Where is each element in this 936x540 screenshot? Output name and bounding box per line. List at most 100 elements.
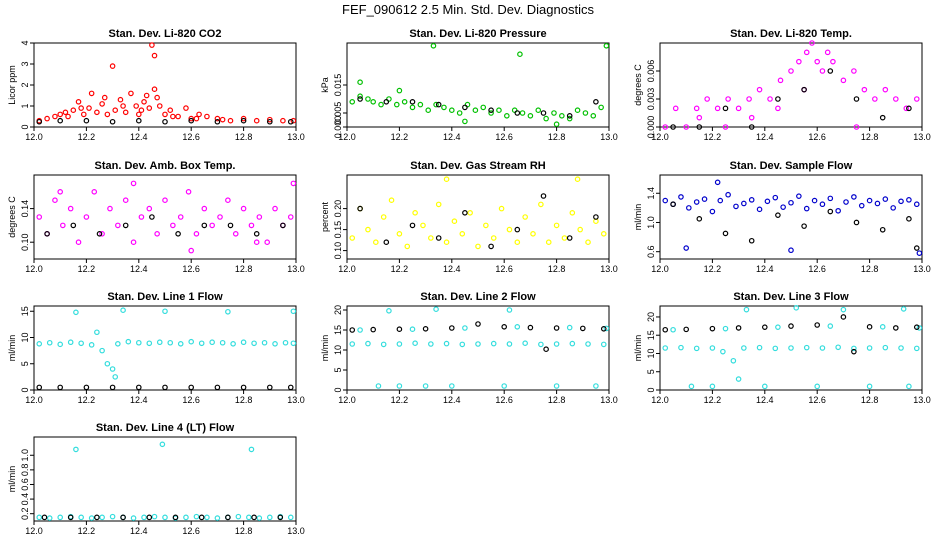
data-point-all bbox=[73, 309, 79, 316]
data-point-all bbox=[840, 306, 847, 313]
data-point-all bbox=[756, 206, 763, 213]
data-point-all bbox=[62, 109, 69, 116]
data-point-subset bbox=[514, 110, 521, 116]
data-point-all bbox=[122, 109, 129, 116]
data-point-all bbox=[94, 329, 100, 336]
data-point-all bbox=[827, 195, 834, 202]
data-point-subset bbox=[44, 231, 50, 237]
x-tick-label: 12.0 bbox=[25, 395, 43, 405]
data-point-subset bbox=[214, 118, 221, 125]
data-point-all bbox=[373, 239, 379, 246]
x-tick-label: 12.4 bbox=[130, 264, 148, 274]
y-axis-label: ml/min bbox=[7, 466, 17, 493]
data-point-all bbox=[357, 327, 363, 333]
data-point-subset bbox=[36, 384, 43, 391]
data-point-subset bbox=[827, 68, 834, 74]
data-point-all bbox=[824, 49, 831, 56]
x-tick-label: 12.2 bbox=[78, 264, 96, 274]
data-point-all bbox=[188, 338, 195, 345]
plot-frame bbox=[33, 305, 297, 391]
data-point-all bbox=[417, 101, 424, 108]
data-point-subset bbox=[370, 326, 377, 333]
data-point-all bbox=[761, 383, 768, 390]
data-point-all bbox=[913, 345, 920, 352]
data-point-all bbox=[561, 235, 568, 241]
data-point-all bbox=[814, 58, 821, 65]
panel-title: Stan. Dev. Line 2 Flow bbox=[420, 291, 536, 303]
data-point-all bbox=[809, 40, 815, 46]
data-point-all bbox=[287, 214, 294, 220]
data-point-subset bbox=[94, 514, 100, 521]
data-point-all bbox=[57, 341, 64, 348]
data-point-all bbox=[99, 514, 105, 521]
data-point-all bbox=[686, 205, 692, 211]
data-point-subset bbox=[670, 124, 676, 130]
data-point-subset bbox=[357, 205, 363, 212]
data-point-all bbox=[65, 113, 71, 120]
x-tick-label: 13.0 bbox=[913, 395, 931, 405]
data-point-all bbox=[240, 205, 247, 212]
data-point-all bbox=[396, 87, 403, 94]
plot-frame bbox=[33, 42, 297, 128]
data-point-subset bbox=[866, 324, 873, 330]
data-point-subset bbox=[579, 325, 586, 332]
panel-title: Stan. Dev. Li-820 Temp. bbox=[730, 28, 852, 40]
data-point-all bbox=[365, 226, 371, 233]
data-point-all bbox=[75, 239, 82, 246]
data-point-subset bbox=[57, 384, 64, 391]
data-point-subset bbox=[709, 325, 716, 332]
data-point-subset bbox=[201, 222, 208, 229]
data-point-all bbox=[99, 101, 105, 107]
data-point-all bbox=[722, 325, 729, 332]
data-point-subset bbox=[435, 101, 442, 108]
data-point-all bbox=[420, 222, 426, 229]
data-point-all bbox=[506, 341, 513, 347]
data-point-subset bbox=[120, 514, 126, 521]
data-point-all bbox=[462, 325, 468, 331]
data-point-all bbox=[73, 446, 79, 453]
data-point-all bbox=[290, 117, 297, 124]
data-point-all bbox=[725, 191, 731, 198]
data-point-all bbox=[204, 113, 210, 120]
data-point-all bbox=[603, 325, 610, 332]
y-tick-label: 0.14 bbox=[20, 200, 30, 218]
data-point-all bbox=[125, 338, 132, 345]
data-point-all bbox=[866, 197, 873, 204]
data-point-all bbox=[496, 107, 502, 114]
data-point-all bbox=[819, 68, 826, 74]
data-point-subset bbox=[879, 114, 886, 121]
data-point-all bbox=[183, 105, 189, 111]
x-tick-label: 12.4 bbox=[130, 395, 148, 405]
data-point-all bbox=[748, 197, 755, 203]
data-point-all bbox=[443, 239, 450, 246]
data-point-all bbox=[803, 344, 810, 351]
x-tick-label: 12.6 bbox=[495, 264, 513, 274]
data-point-all bbox=[530, 231, 536, 237]
data-point-subset bbox=[827, 208, 834, 215]
data-point-all bbox=[593, 383, 599, 389]
panel-2: Stan. Dev. Li-820 Pressure 12.0 12.2 12.4 12… bbox=[320, 28, 618, 142]
data-point-subset bbox=[172, 514, 179, 521]
data-point-subset bbox=[683, 326, 690, 333]
data-point-all bbox=[725, 96, 731, 102]
data-point-subset bbox=[287, 118, 294, 125]
data-point-all bbox=[467, 210, 473, 216]
data-point-subset bbox=[109, 384, 116, 391]
data-point-all bbox=[217, 214, 223, 220]
data-point-all bbox=[256, 214, 263, 220]
data-point-all bbox=[78, 105, 84, 111]
data-point-all bbox=[272, 340, 278, 347]
data-point-subset bbox=[566, 113, 573, 119]
x-tick-label: 12.2 bbox=[78, 132, 96, 142]
data-point-all bbox=[214, 115, 221, 122]
data-point-all bbox=[662, 197, 669, 204]
data-point-all bbox=[44, 115, 50, 122]
data-point-all bbox=[109, 513, 116, 520]
data-point-all bbox=[777, 77, 784, 84]
data-point-all bbox=[472, 107, 479, 114]
data-point-all bbox=[892, 96, 899, 102]
x-tick-label: 12.0 bbox=[338, 264, 356, 274]
data-point-subset bbox=[227, 222, 234, 229]
data-point-all bbox=[522, 214, 528, 220]
